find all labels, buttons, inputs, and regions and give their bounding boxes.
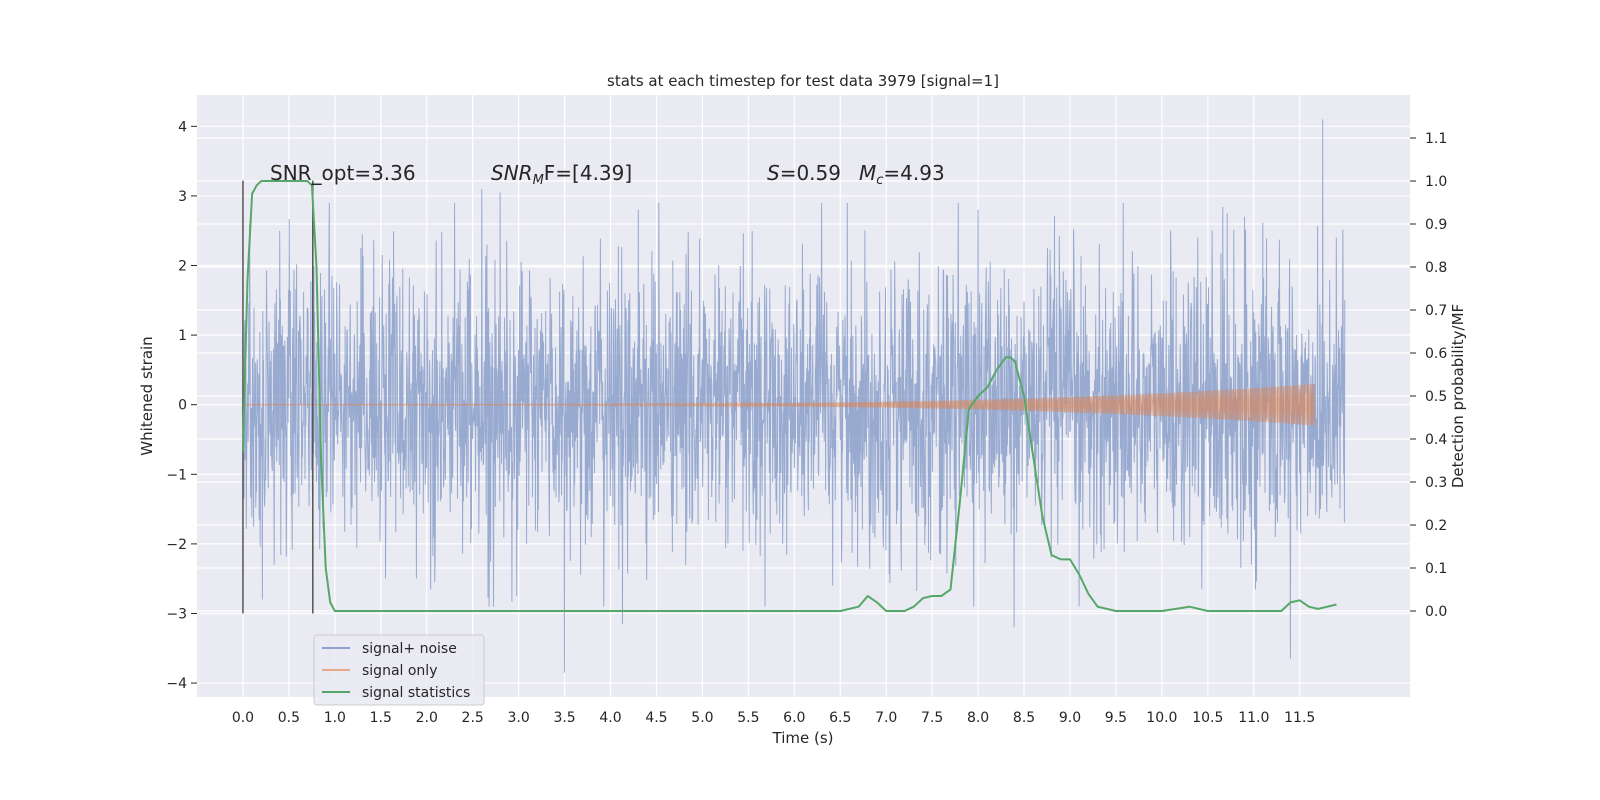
x-tick-label: 5.0: [691, 710, 713, 726]
y-tick-label: 2: [178, 259, 187, 275]
y-tick-label: −4: [166, 676, 187, 692]
x-tick-label: 8.0: [967, 710, 989, 726]
y2-tick-label: 0.3: [1425, 475, 1447, 491]
y2-tick-label: 0.9: [1425, 217, 1447, 233]
time-markers: [242, 180, 314, 614]
x-tick-label: 1.0: [324, 710, 346, 726]
y2-tick-label: 0.6: [1425, 346, 1447, 362]
y-tick-label: −1: [166, 467, 187, 483]
series-signal-noise: [242, 119, 1346, 673]
y-tick-label: 4: [178, 119, 187, 135]
annotation-s: S=0.59: [767, 161, 841, 185]
y2-tick-label: 0.8: [1425, 260, 1447, 276]
y2-axis-label: Detection probability/MF: [1449, 304, 1467, 488]
chart-title: stats at each timestep for test data 397…: [607, 72, 999, 90]
x-tick-label: 2.0: [416, 710, 438, 726]
x-tick-label: 10.5: [1192, 710, 1223, 726]
legend-label-signal-only: signal only: [362, 663, 437, 679]
y2-tick-label: 0.1: [1425, 561, 1447, 577]
x-tick-label: 10.0: [1146, 710, 1177, 726]
x-tick-label: 1.5: [370, 710, 392, 726]
x-tick-label: 9.5: [1105, 710, 1127, 726]
annotation-mc: Mc=4.93: [859, 161, 945, 188]
signal-only-line: [242, 383, 1315, 426]
y2-tick-label: 1.0: [1425, 174, 1447, 190]
x-tick-label: 6.5: [829, 710, 851, 726]
y2-tick-label: 0.2: [1425, 518, 1447, 534]
x-tick-label: 9.0: [1059, 710, 1081, 726]
signal-statistics-line: [241, 180, 1337, 612]
y2-tick-label: 1.1: [1425, 131, 1447, 147]
x-tick-label: 8.5: [1013, 710, 1035, 726]
y-tick-label: 0: [178, 398, 187, 414]
x-axis-ticks: 0.0 0.5 1.0 1.5 2.0 2.5 3.0 3.5 4.0 4.5 5.0 5.5 6.0 6…: [232, 710, 1315, 726]
y-tick-label: −2: [166, 537, 187, 553]
x-tick-label: 4.0: [599, 710, 621, 726]
x-tick-label: 3.5: [553, 710, 575, 726]
y-axis-ticks: −4 −3 −2 −1 0 1 2 3 4: [166, 119, 197, 692]
y-tick-label: −3: [166, 606, 187, 622]
y2-axis-ticks: 0.0 0.1 0.2 0.3 0.4 0.5 0.6 0.7 0.8 0.9 1.0 1.1: [1410, 131, 1447, 620]
series-signal-statistics: [241, 180, 1337, 612]
x-tick-label: 7.5: [921, 710, 943, 726]
x-tick-label: 0.5: [278, 710, 300, 726]
legend: signal+ noise signal only signal statist…: [313, 634, 485, 706]
y-axis-label: Whitened strain: [138, 336, 156, 455]
annotation-snr-opt: SNR_opt=3.36: [270, 161, 416, 185]
plot-area: [241, 119, 1346, 673]
y2-tick-label: 0.7: [1425, 303, 1447, 319]
x-tick-label: 5.5: [737, 710, 759, 726]
x-tick-label: 4.5: [645, 710, 667, 726]
annotations: SNR_opt=3.36 SNRMF=[4.39] S=0.59 Mc=4.93: [270, 161, 945, 188]
x-tick-label: 11.5: [1284, 710, 1315, 726]
y2-tick-label: 0.0: [1425, 604, 1447, 620]
y-tick-label: 3: [178, 189, 187, 205]
x-tick-label: 6.0: [783, 710, 805, 726]
x-axis-label: Time (s): [772, 729, 834, 747]
x-tick-label: 2.5: [462, 710, 484, 726]
series-signal-only: [242, 383, 1315, 426]
legend-box: [313, 634, 485, 706]
legend-label-signal-noise: signal+ noise: [362, 641, 457, 657]
legend-label-signal-statistics: signal statistics: [362, 685, 470, 701]
y2-tick-label: 0.5: [1425, 389, 1447, 405]
signal-noise-line: [242, 119, 1346, 673]
x-tick-label: 7.0: [875, 710, 897, 726]
y-tick-label: 1: [178, 328, 187, 344]
x-tick-label: 0.0: [232, 710, 254, 726]
x-tick-label: 3.0: [507, 710, 529, 726]
annotation-snr-mf: SNRMF=[4.39]: [491, 161, 632, 188]
x-tick-label: 11.0: [1238, 710, 1269, 726]
y2-tick-label: 0.4: [1425, 432, 1447, 448]
